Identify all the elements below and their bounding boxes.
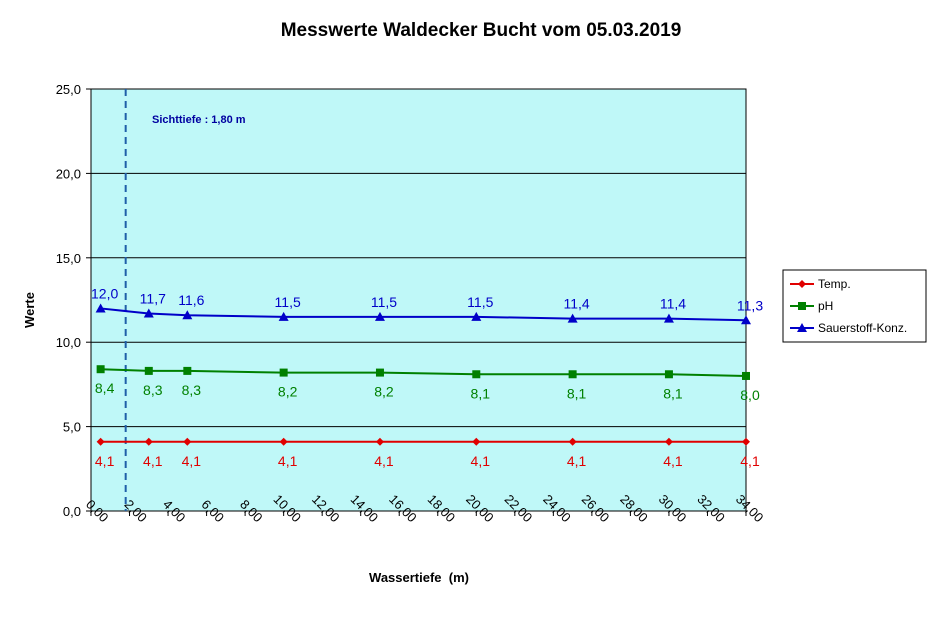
data-point xyxy=(663,313,674,323)
legend-marker xyxy=(797,323,807,332)
data-point xyxy=(741,315,751,325)
data-point xyxy=(472,437,481,446)
data-label: 4,1 xyxy=(278,453,298,469)
data-label: 11,3 xyxy=(737,297,763,313)
data-point xyxy=(742,371,750,380)
data-label: 8,1 xyxy=(567,385,587,401)
data-label: 8,2 xyxy=(278,384,298,400)
data-point xyxy=(96,365,105,374)
data-label: 11,4 xyxy=(564,296,590,312)
data-point xyxy=(182,310,193,320)
data-point xyxy=(374,311,385,321)
plot-area: 0,05,010,015,020,025,00,00 2,00 4,00 6,00 8,… xyxy=(56,82,767,525)
data-label: 8,3 xyxy=(143,382,163,398)
legend: Temp. pH Sauerstoff-Konz. xyxy=(782,269,927,343)
y-tick-label: 25,0 xyxy=(56,82,81,97)
data-label: 11,4 xyxy=(660,296,686,312)
data-label: 4,1 xyxy=(374,453,394,469)
legend-label: Sauerstoff-Konz. xyxy=(818,321,907,335)
data-point xyxy=(375,437,384,446)
data-point xyxy=(664,370,673,379)
data-point xyxy=(471,311,482,321)
data-label: 4,1 xyxy=(182,453,202,469)
y-tick-label: 15,0 xyxy=(56,251,81,266)
data-point xyxy=(143,308,154,318)
y-tick-label: 20,0 xyxy=(56,166,81,181)
data-point xyxy=(568,437,577,446)
data-label: 4,1 xyxy=(143,453,163,469)
data-point xyxy=(278,311,289,321)
data-point xyxy=(568,370,577,379)
data-point xyxy=(144,366,153,375)
legend-label: pH xyxy=(818,299,833,313)
data-label: 8,1 xyxy=(471,385,491,401)
data-point xyxy=(567,313,578,323)
data-label: 11,5 xyxy=(467,294,493,310)
data-point xyxy=(95,303,106,313)
data-label: 8,4 xyxy=(95,380,115,396)
data-point xyxy=(742,437,750,446)
data-label: 4,1 xyxy=(740,453,760,469)
data-point xyxy=(472,370,481,379)
y-tick-label: 0,0 xyxy=(63,504,81,519)
data-label: 8,1 xyxy=(663,385,683,401)
data-point xyxy=(279,437,288,446)
data-label: 11,7 xyxy=(140,291,166,307)
legend-marker xyxy=(798,302,806,310)
data-label: 8,0 xyxy=(740,387,760,403)
data-label: 4,1 xyxy=(567,453,587,469)
legend-label: Temp. xyxy=(818,277,851,291)
y-tick-label: 10,0 xyxy=(56,335,81,350)
data-point xyxy=(183,437,192,446)
data-point xyxy=(664,437,673,446)
plot-background xyxy=(91,89,746,511)
annotation-label: Sichttiefe : 1,80 m xyxy=(152,114,246,126)
data-label: 4,1 xyxy=(95,453,115,469)
data-point xyxy=(183,366,192,375)
x-axis-label: Wassertiefe (m) xyxy=(369,570,469,585)
data-label: 4,1 xyxy=(471,453,491,469)
data-label: 11,5 xyxy=(275,294,301,310)
legend-marker xyxy=(798,280,806,288)
chart-title: Messwerte Waldecker Bucht vom 05.03.2019 xyxy=(281,20,682,41)
data-label: 8,3 xyxy=(182,382,202,398)
data-label: 11,5 xyxy=(371,294,397,310)
data-label: 11,6 xyxy=(178,292,204,308)
data-label: 12,0 xyxy=(91,285,118,301)
data-point xyxy=(96,437,105,446)
data-point xyxy=(279,368,288,377)
y-axis-label: Werte xyxy=(22,292,37,328)
data-point xyxy=(144,437,153,446)
y-tick-label: 5,0 xyxy=(63,420,81,435)
plot-border xyxy=(90,88,747,512)
data-label: 4,1 xyxy=(663,453,683,469)
data-point xyxy=(375,368,384,377)
data-label: 8,2 xyxy=(374,384,394,400)
